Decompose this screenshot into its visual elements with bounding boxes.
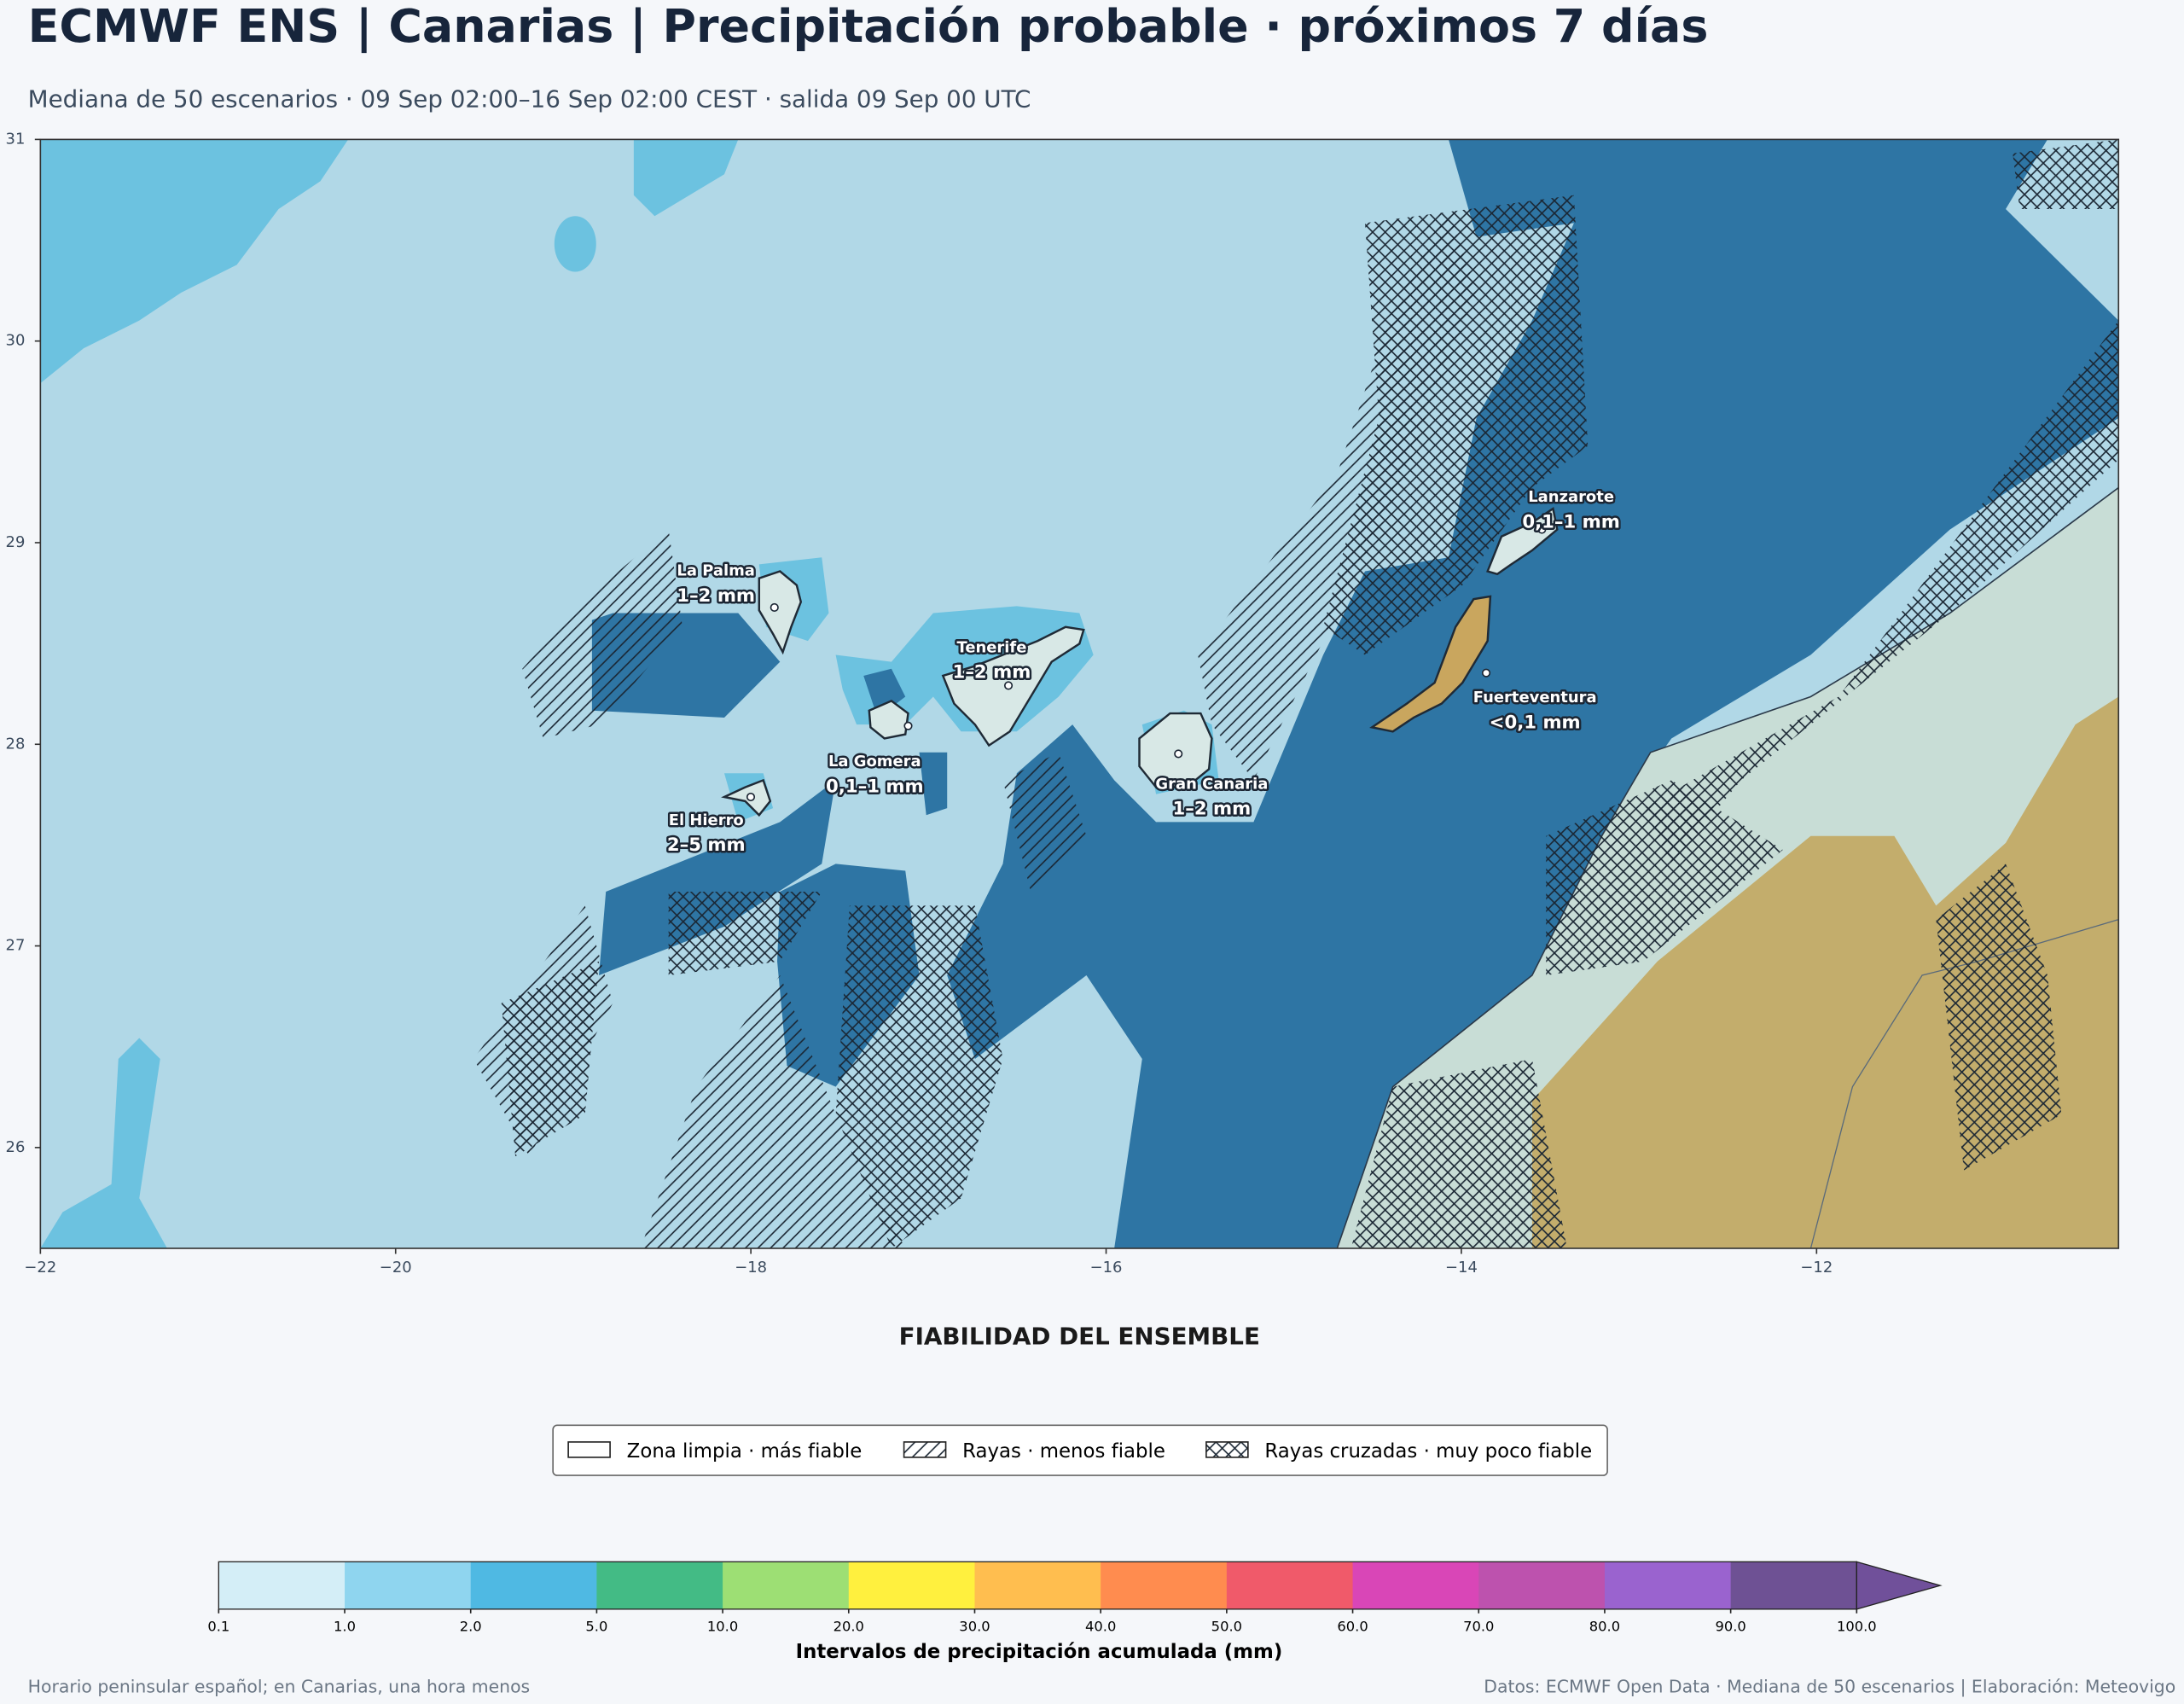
hatched-areas [473,139,2119,1248]
island-name: La Palma [677,562,755,580]
colorbar-tick-label: 80.0 [1589,1619,1620,1635]
island-amount: 2–5 mm [667,835,746,856]
colorbar-tick-label: 50.0 [1211,1619,1242,1635]
legend-swatch [903,1441,947,1458]
legend-swatch [1205,1441,1249,1458]
colorbar-segment [1226,1562,1354,1609]
x-tick-label: −20 [380,1259,412,1277]
colorbar-segment [1730,1562,1858,1609]
legend-label: Zona limpia · más fiable [627,1440,863,1463]
x-tick-label: −16 [1090,1259,1123,1277]
y-tick-label: 26 [6,1138,26,1156]
colorbar-tick-label: 0.1 [207,1619,229,1635]
colorbar-tick-label: 100.0 [1837,1619,1877,1635]
island-marker [903,721,913,730]
colorbar-label: Intervalos de precipitación acumulada (m… [796,1641,1283,1663]
colorbar-segment [596,1562,723,1609]
colorbar-tick-label: 2.0 [460,1619,482,1635]
island-marker [746,792,756,802]
colorbar-segment [723,1562,850,1609]
y-tick-label: 28 [6,735,26,753]
colorbar-frame [218,1561,1857,1610]
colorbar-extension [1856,1561,1943,1610]
colorbar-segment [1604,1562,1732,1609]
colorbar-tick-label: 30.0 [959,1619,990,1635]
colorbar-segment [1352,1562,1480,1609]
island-amount: 0,1–1 mm [1522,511,1620,532]
colorbar: 0.1 1.0 2.0 5.0 10.0 20.0 30.0 40.0 50.0 60.0 70.0… [207,1561,1943,1635]
legend-label: Rayas cruzadas · muy poco fiable [1264,1440,1592,1463]
colorbar-tick-label: 70.0 [1463,1619,1494,1635]
island-amount: 1–2 mm [1173,799,1252,820]
legend-title: FIABILIDAD DEL ENSEMBLE [899,1322,1260,1350]
subtitle: Mediana de 50 escenarios · 09 Sep 02:00–… [28,85,1031,113]
colorbar-tick-label: 5.0 [585,1619,607,1635]
footer-right: Datos: ECMWF Open Data · Mediana de 50 e… [1484,1676,2175,1697]
map: La Palma 1–2 mm Tenerife 1–2 mm La Gomera 0,1… [40,139,2119,1248]
colorbar-tick-label: 1.0 [334,1619,356,1635]
island-name: Lanzarote [1528,488,1614,506]
island-amount: 0,1–1 mm [826,776,924,798]
legend-swatch [567,1441,611,1458]
legend-box [552,1424,1608,1476]
footer-left: Horario peninsular español; en Canarias,… [28,1676,531,1696]
island-amount: 1–2 mm [677,585,755,607]
island-marker [1481,668,1491,678]
y-tick-label: 30 [6,332,26,350]
x-tick-label: −12 [1800,1259,1833,1277]
island-labels: La Palma 1–2 mm Tenerife 1–2 mm La Gomera 0,1… [665,486,1622,858]
x-tick-label: −14 [1445,1259,1478,1277]
x-tick-label: −18 [735,1259,767,1277]
y-tick-label: 29 [6,533,26,551]
island-amount: 1–2 mm [953,662,1031,683]
island-marker [1537,525,1547,534]
island-marker [1174,749,1183,759]
colorbar-segment [1101,1562,1228,1609]
colorbar-segment [218,1562,346,1609]
island-marker [770,602,779,613]
legend: Zona limpia · más fiable Rayas · menos f… [552,1424,1608,1476]
colorbar-segment [974,1562,1101,1609]
colorbar-segment [345,1562,472,1609]
x-tick-label: −22 [24,1259,56,1277]
island-name: Tenerife [956,638,1026,656]
colorbar-tick-label: 60.0 [1337,1619,1368,1635]
legend-label: Rayas · menos fiable [962,1440,1165,1463]
colorbar-tick-label: 90.0 [1715,1619,1745,1635]
colorbar-tick-label: 20.0 [834,1619,864,1635]
title: ECMWF ENS | Canarias | Precipitación pro… [28,0,1709,53]
map-frame [39,138,2120,1249]
y-tick-label: 31 [6,130,26,148]
axes: −22 −20 −18 −16 −14 −12 26 27 28 29 30 31 [6,130,1833,1276]
colorbar-segment [470,1562,598,1609]
colorbar-tick-label: 40.0 [1085,1619,1116,1635]
colorbar-tick-label: 10.0 [707,1619,738,1635]
island-amount: <0,1 mm [1490,712,1581,733]
island-name: El Hierro [669,811,744,829]
colorbar-segment [848,1562,976,1609]
colorbar-segment [1478,1562,1606,1609]
island-name: La Gomera [828,753,921,771]
y-tick-label: 27 [6,937,26,955]
island-name: Gran Canaria [1155,775,1268,793]
island-marker [1003,681,1014,690]
island-name: Fuerteventura [1473,689,1597,707]
islands [721,507,1559,817]
